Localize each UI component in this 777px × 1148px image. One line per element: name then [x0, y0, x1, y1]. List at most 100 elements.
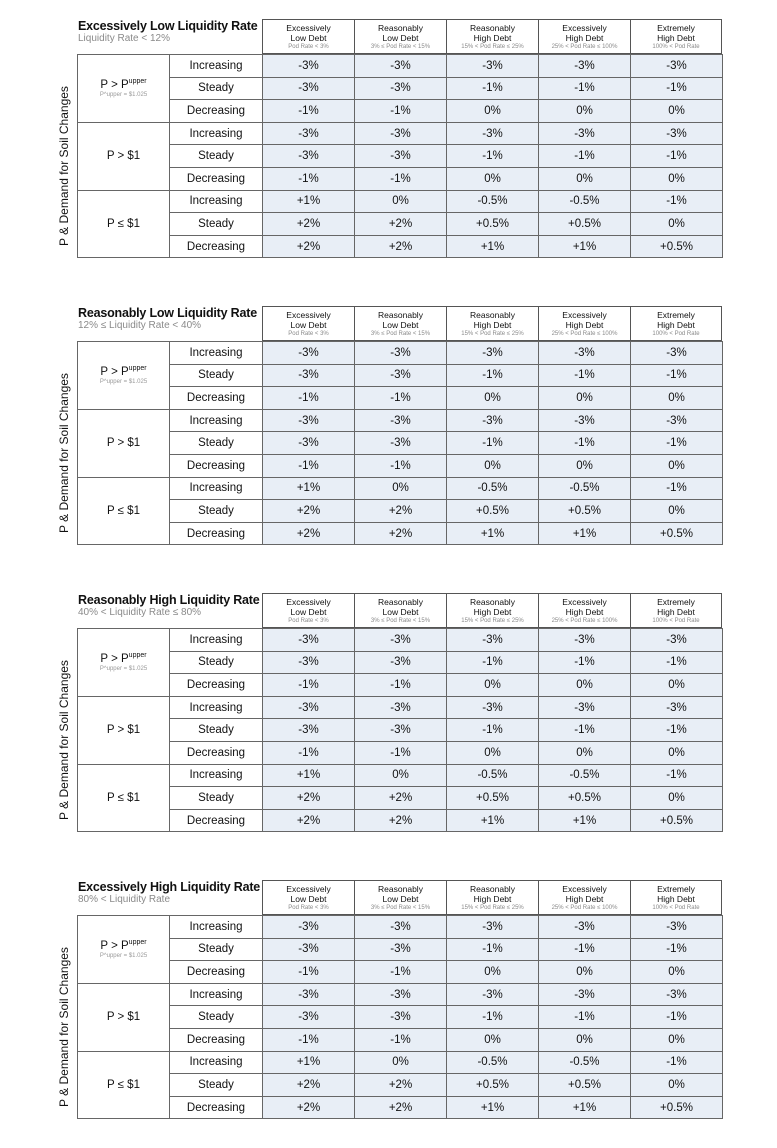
value-cell: -3% — [354, 341, 447, 365]
column-header-line1: Reasonably — [470, 884, 515, 894]
value-cell: -1% — [446, 937, 539, 962]
demand-trend-cell: Increasing — [169, 189, 263, 214]
column-header: Reasonably Low Debt 3% ≤ Pod Rate < 15% — [354, 19, 446, 54]
value-cell: +1% — [446, 234, 539, 259]
column-header-line1: Reasonably — [470, 23, 515, 33]
value-cell: +1% — [262, 476, 355, 501]
table-title: Reasonably Low Liquidity Rate — [78, 306, 257, 320]
table-row: Steady +2% +2% +0.5% +0.5% 0% — [78, 499, 723, 523]
value-cell: +2% — [354, 212, 447, 236]
value-cell: 0% — [538, 1027, 631, 1052]
value-cell: 0% — [630, 960, 723, 984]
value-cell: 0% — [630, 166, 723, 191]
value-cell: 0% — [630, 386, 723, 410]
value-cell: 0% — [630, 212, 723, 236]
value-cell: -3% — [630, 54, 723, 78]
column-header: Excessively Low Debt Pod Rate < 3% — [262, 593, 354, 628]
value-cell: 0% — [538, 740, 631, 765]
column-header-line1: Excessively — [286, 310, 331, 320]
value-cell: -1% — [630, 1005, 723, 1029]
value-cell: +2% — [354, 234, 447, 259]
value-cell: -3% — [262, 54, 355, 78]
price-condition-label: P > $1 — [78, 150, 169, 162]
value-cell: -3% — [630, 915, 723, 939]
value-cell: -3% — [354, 54, 447, 78]
value-cell: +1% — [262, 189, 355, 214]
column-header-line1: Excessively — [562, 597, 607, 607]
column-header: Reasonably High Debt 15% < Pod Rate ≤ 25% — [446, 19, 538, 54]
value-cell: -1% — [354, 99, 447, 123]
column-header-line2: High Debt — [565, 606, 604, 617]
price-condition-cell: P ≤ $1 — [77, 189, 170, 259]
value-cell: -1% — [446, 650, 539, 675]
demand-trend-cell: Increasing — [169, 121, 263, 146]
table-row: Decreasing +2% +2% +1% +1% +0.5% — [78, 521, 723, 546]
column-header-line1: Excessively — [286, 884, 331, 894]
y-axis-label: P & Demand for Soil Changes — [57, 947, 71, 1107]
value-cell: +1% — [446, 1095, 539, 1120]
column-header-range: 25% < Pod Rate ≤ 100% — [551, 618, 618, 624]
table-subtitle: 80% < Liquidity Rate — [78, 894, 171, 905]
column-header-line1: Excessively — [286, 597, 331, 607]
value-cell: -3% — [262, 363, 355, 388]
value-cell: +2% — [354, 521, 447, 546]
value-cell: +2% — [354, 499, 447, 523]
value-cell: 0% — [446, 453, 539, 478]
value-cell: +0.5% — [446, 786, 539, 810]
value-cell: 0% — [446, 1027, 539, 1052]
price-condition-label: P > $1 — [78, 1011, 169, 1023]
value-cell: -3% — [262, 144, 355, 168]
price-condition-text: P ≤ $1 — [107, 504, 140, 517]
value-cell: 0% — [354, 1050, 447, 1075]
value-cell: 0% — [630, 673, 723, 697]
column-header-range: 25% < Pod Rate ≤ 100% — [551, 44, 618, 50]
column-header-line2: High Debt — [473, 606, 512, 617]
price-condition-text: P > P — [100, 366, 129, 379]
value-cell: -3% — [630, 121, 723, 146]
column-header-line1: Excessively — [562, 310, 607, 320]
table-row: Decreasing +2% +2% +1% +1% +0.5% — [78, 808, 723, 833]
column-header-range: Pod Rate < 3% — [288, 618, 329, 624]
value-cell: +0.5% — [538, 499, 631, 523]
table-row: Decreasing -1% -1% 0% 0% 0% — [78, 453, 723, 478]
value-cell: -3% — [262, 650, 355, 675]
price-condition-cell: P ≤ $1 — [77, 763, 170, 833]
value-cell: -3% — [354, 982, 447, 1007]
value-cell: -3% — [446, 915, 539, 939]
value-cell: -3% — [446, 408, 539, 433]
value-cell: -0.5% — [446, 476, 539, 501]
price-condition-note: P^upper = $1.025 — [99, 953, 148, 960]
price-condition-label: P > Pupper — [78, 365, 169, 378]
column-header-line1: Excessively — [562, 884, 607, 894]
column-header-line1: Reasonably — [470, 597, 515, 607]
value-cell: +1% — [538, 1095, 631, 1120]
value-cell: -1% — [262, 740, 355, 765]
value-cell: -1% — [630, 476, 723, 501]
value-cell: +0.5% — [446, 499, 539, 523]
value-cell: -3% — [538, 341, 631, 365]
table-row: Steady +2% +2% +0.5% +0.5% 0% — [78, 1073, 723, 1097]
table-row: P > Pupper P^upper = $1.025 Increasing -3% -… — [77, 628, 723, 697]
price-condition-text: P ≤ $1 — [107, 217, 140, 230]
demand-trend-cell: Steady — [169, 431, 263, 455]
demand-trend-cell: Increasing — [169, 982, 263, 1007]
column-header-line2: High Debt — [657, 32, 695, 43]
price-condition-cell: P ≤ $1 — [77, 476, 170, 546]
liquidity-table-1: P & Demand for Soil Changes Excessively L… — [0, 16, 777, 268]
value-cell: 0% — [446, 99, 539, 123]
value-cell: +1% — [538, 808, 631, 833]
column-header: Excessively High Debt 25% < Pod Rate ≤ 100… — [538, 306, 630, 341]
demand-trend-cell: Steady — [169, 212, 263, 236]
value-cell: -3% — [262, 915, 355, 939]
demand-trend-cell: Decreasing — [169, 1095, 263, 1120]
value-cell: -3% — [538, 695, 631, 720]
value-cell: -1% — [446, 144, 539, 168]
column-header: Reasonably High Debt 15% < Pod Rate ≤ 25% — [446, 880, 538, 915]
value-cell: +1% — [446, 808, 539, 833]
value-cell: 0% — [446, 386, 539, 410]
value-cell: -1% — [262, 1027, 355, 1052]
column-header-line1: Extremely — [657, 310, 695, 320]
table-row: P ≤ $1 Increasing +1% 0% -0.5% -0.5% -1% — [77, 763, 723, 833]
table-row: Steady -3% -3% -1% -1% -1% — [78, 431, 723, 455]
value-cell: -0.5% — [538, 476, 631, 501]
